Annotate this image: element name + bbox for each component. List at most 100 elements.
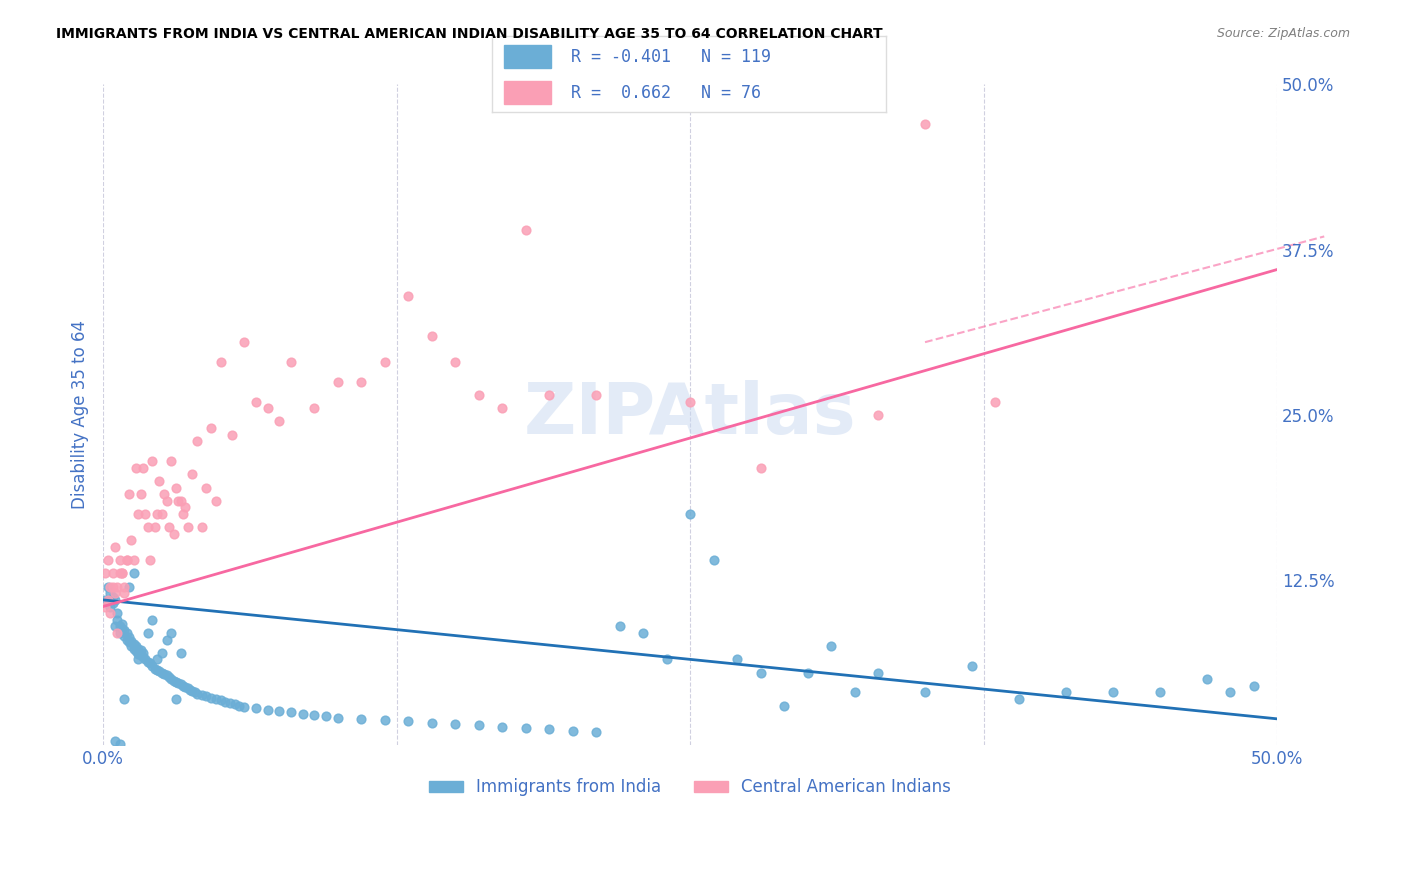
Point [132, 649, 155, 664]
Point [396, 289, 419, 303]
Point [112, 629, 135, 643]
Point [444, 355, 467, 369]
Point [111, 622, 134, 636]
Point [129, 648, 152, 663]
Point [94, 593, 117, 607]
Point [444, 717, 467, 731]
Point [200, 690, 222, 705]
Point [538, 723, 561, 737]
Point [112, 580, 135, 594]
Point [749, 460, 772, 475]
Point [160, 454, 183, 468]
Point [491, 401, 513, 416]
Point [1054, 685, 1077, 699]
Point [190, 688, 212, 702]
Point [101, 591, 124, 605]
Point [183, 685, 205, 699]
Point [127, 652, 149, 666]
Point [108, 737, 131, 751]
Point [112, 624, 135, 638]
Point [1008, 692, 1031, 706]
Point [304, 401, 326, 416]
Point [122, 636, 145, 650]
Point [162, 673, 184, 688]
Point [104, 586, 127, 600]
Point [609, 619, 631, 633]
Y-axis label: Disability Age 35 to 64: Disability Age 35 to 64 [72, 320, 89, 509]
Point [960, 659, 983, 673]
Point [157, 669, 180, 683]
Point [200, 421, 222, 435]
Point [146, 663, 169, 677]
Point [112, 586, 135, 600]
Text: IMMIGRANTS FROM INDIA VS CENTRAL AMERICAN INDIAN DISABILITY AGE 35 TO 64 CORRELA: IMMIGRANTS FROM INDIA VS CENTRAL AMERICA… [56, 27, 883, 41]
Point [224, 698, 246, 712]
Point [655, 652, 678, 666]
Point [844, 685, 866, 699]
Point [115, 553, 138, 567]
Point [679, 507, 702, 521]
Point [1219, 685, 1241, 699]
Point [291, 706, 314, 721]
Point [172, 507, 194, 521]
Point [105, 580, 128, 594]
Point [725, 652, 748, 666]
Point [167, 676, 190, 690]
Point [181, 684, 204, 698]
Point [420, 715, 443, 730]
Point [105, 613, 128, 627]
Point [115, 553, 138, 567]
Point [127, 647, 149, 661]
Point [280, 705, 302, 719]
Point [150, 646, 173, 660]
Point [468, 388, 491, 402]
Point [120, 633, 142, 648]
Point [679, 394, 702, 409]
Point [108, 626, 131, 640]
Point [245, 701, 267, 715]
Point [139, 553, 162, 567]
Point [118, 630, 141, 644]
Point [148, 474, 170, 488]
Point [205, 692, 228, 706]
Point [153, 487, 176, 501]
Point [172, 679, 194, 693]
Point [118, 580, 141, 594]
Point [122, 566, 145, 581]
Point [350, 712, 373, 726]
Point [157, 520, 180, 534]
Point [245, 394, 267, 409]
Point [214, 695, 236, 709]
Point [984, 394, 1007, 409]
Point [228, 698, 250, 713]
Point [120, 533, 142, 548]
Point [749, 665, 772, 680]
Text: R =  0.662   N = 76: R = 0.662 N = 76 [571, 84, 761, 102]
Point [108, 619, 131, 633]
Point [115, 626, 138, 640]
Point [146, 652, 169, 666]
Point [162, 526, 184, 541]
Point [868, 408, 890, 422]
Point [269, 704, 291, 718]
Text: R = -0.401   N = 119: R = -0.401 N = 119 [571, 48, 770, 66]
Point [129, 487, 152, 501]
Point [141, 659, 163, 673]
Point [139, 657, 162, 671]
Point [94, 599, 117, 614]
Point [101, 580, 124, 594]
Point [94, 566, 117, 581]
Point [326, 710, 349, 724]
Point [179, 682, 201, 697]
Legend: Immigrants from India, Central American Indians: Immigrants from India, Central American … [423, 772, 957, 803]
Point [104, 593, 127, 607]
Point [585, 725, 607, 739]
Point [97, 580, 120, 594]
Point [155, 632, 177, 647]
Point [374, 713, 396, 727]
Point [256, 401, 278, 416]
Point [176, 520, 198, 534]
Point [118, 635, 141, 649]
Point [374, 355, 396, 369]
Point [205, 493, 228, 508]
